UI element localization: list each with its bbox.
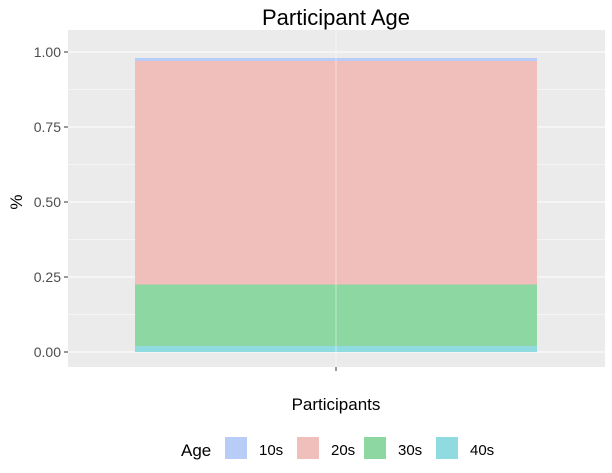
y-tick-label: 0.25 [34,269,61,285]
y-tick-label: 1.00 [34,44,61,60]
y-tick-label: 0.50 [34,194,61,210]
y-tick-label: 0.00 [34,344,61,360]
legend-key-10s [225,437,247,459]
y-tick-label: 0.75 [34,119,61,135]
legend-key-40s [436,437,458,459]
chart-title: Participant Age [262,5,410,30]
legend-label-20s: 20s [331,442,355,459]
legend-key-30s [364,437,386,459]
legend-label-10s: 10s [259,442,283,459]
legend: Age 10s 20s 30s 40s [181,437,494,460]
legend-label-40s: 40s [470,442,494,459]
y-axis-title: % [7,194,26,209]
legend-label-30s: 30s [398,442,422,459]
y-axis: 0.00 0.25 0.50 0.75 1.00 [34,44,68,360]
x-axis-title: Participants [292,395,381,414]
legend-title: Age [181,441,211,460]
legend-key-20s [297,437,319,459]
